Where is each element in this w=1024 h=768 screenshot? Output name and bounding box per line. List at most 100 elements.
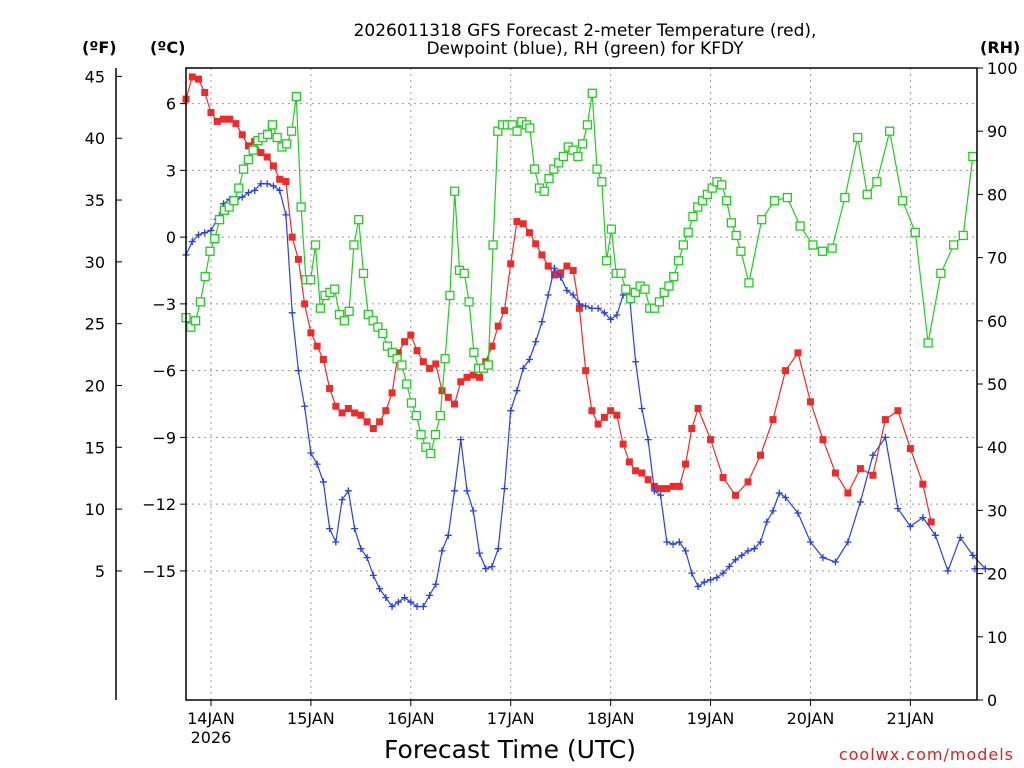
data-point bbox=[657, 491, 665, 499]
data-point bbox=[644, 476, 652, 484]
data-point bbox=[195, 297, 206, 307]
data-point bbox=[488, 562, 496, 570]
data-point bbox=[683, 227, 693, 237]
rh-tick-label: 10 bbox=[987, 628, 1007, 647]
data-point bbox=[731, 230, 741, 241]
data-point bbox=[469, 371, 477, 379]
rh-tick-label: 0 bbox=[987, 691, 997, 710]
data-point bbox=[654, 297, 665, 307]
data-point bbox=[332, 538, 340, 546]
data-point bbox=[544, 291, 552, 299]
fahrenheit-tick-label: 35 bbox=[85, 191, 105, 210]
data-point bbox=[881, 433, 889, 441]
x-tick-label: 19JAN bbox=[687, 709, 735, 728]
data-point bbox=[781, 493, 789, 501]
data-point bbox=[569, 291, 577, 299]
chart-title-line1: 2026011318 GFS Forecast 2-meter Temperat… bbox=[354, 21, 817, 41]
data-point bbox=[388, 389, 396, 397]
celsius-tick-label: 0 bbox=[166, 228, 176, 247]
data-point bbox=[529, 164, 540, 174]
data-point bbox=[494, 322, 502, 330]
data-point bbox=[840, 192, 850, 203]
data-point bbox=[769, 196, 780, 206]
data-point bbox=[538, 251, 546, 259]
data-point bbox=[732, 556, 740, 564]
data-point bbox=[338, 496, 346, 504]
data-point bbox=[301, 402, 309, 410]
data-point bbox=[306, 275, 316, 285]
data-point bbox=[344, 487, 352, 495]
data-point bbox=[693, 202, 703, 212]
data-point bbox=[238, 193, 246, 201]
data-point bbox=[910, 227, 920, 237]
data-point bbox=[632, 358, 640, 366]
data-point bbox=[357, 545, 365, 553]
data-point bbox=[332, 402, 340, 410]
data-point bbox=[401, 594, 409, 602]
data-point bbox=[619, 440, 627, 448]
series-2-meter-temperature bbox=[182, 73, 935, 526]
data-point bbox=[476, 373, 484, 381]
data-point bbox=[397, 360, 407, 370]
data-point bbox=[326, 525, 334, 533]
data-point bbox=[600, 309, 608, 317]
data-point bbox=[640, 284, 650, 294]
data-point bbox=[969, 551, 977, 559]
fahrenheit-tick-label: 5 bbox=[95, 562, 105, 581]
data-point bbox=[587, 88, 597, 98]
data-point bbox=[296, 202, 306, 212]
data-point bbox=[426, 364, 434, 372]
data-point bbox=[630, 287, 641, 298]
data-point bbox=[582, 302, 590, 310]
data-point bbox=[243, 154, 254, 165]
data-point bbox=[638, 469, 646, 477]
data-point bbox=[763, 518, 771, 526]
data-point bbox=[269, 162, 277, 170]
data-point bbox=[488, 240, 498, 250]
data-point bbox=[419, 603, 427, 611]
data-point bbox=[294, 367, 302, 375]
data-point bbox=[575, 300, 583, 308]
data-point bbox=[413, 603, 421, 611]
gridlines bbox=[186, 68, 977, 700]
data-point bbox=[493, 126, 503, 136]
data-point bbox=[744, 278, 754, 288]
data-point bbox=[563, 287, 571, 295]
data-point bbox=[313, 460, 321, 468]
data-point bbox=[597, 177, 607, 187]
data-point bbox=[344, 306, 354, 316]
data-point bbox=[307, 449, 315, 457]
data-point bbox=[451, 487, 459, 495]
fahrenheit-tick-label: 25 bbox=[85, 315, 105, 334]
data-point bbox=[669, 482, 677, 490]
x-tick-label: 20JAN bbox=[787, 709, 835, 728]
data-point bbox=[688, 425, 696, 433]
site-credit: coolwx.com/models bbox=[839, 745, 1014, 764]
data-point bbox=[550, 264, 558, 272]
data-point bbox=[294, 255, 302, 263]
data-point bbox=[263, 180, 271, 188]
rh-tick-label: 30 bbox=[987, 501, 1007, 520]
data-point bbox=[644, 436, 652, 444]
data-point bbox=[291, 91, 301, 102]
celsius-tick-label: −15 bbox=[142, 562, 176, 581]
data-point bbox=[664, 281, 674, 291]
data-point bbox=[738, 551, 746, 559]
data-point bbox=[717, 180, 727, 190]
data-point bbox=[613, 311, 621, 319]
data-point bbox=[894, 505, 902, 513]
data-point bbox=[538, 318, 546, 326]
data-point bbox=[721, 196, 732, 206]
data-point bbox=[200, 271, 210, 282]
data-point bbox=[682, 547, 690, 555]
data-point bbox=[688, 211, 698, 222]
data-point bbox=[549, 164, 559, 174]
data-point bbox=[257, 180, 265, 188]
data-point bbox=[272, 132, 282, 143]
data-point bbox=[808, 240, 818, 250]
data-point bbox=[594, 420, 602, 428]
data-point bbox=[713, 574, 721, 582]
data-point bbox=[411, 410, 421, 421]
data-point bbox=[244, 189, 252, 197]
data-point bbox=[500, 307, 508, 315]
